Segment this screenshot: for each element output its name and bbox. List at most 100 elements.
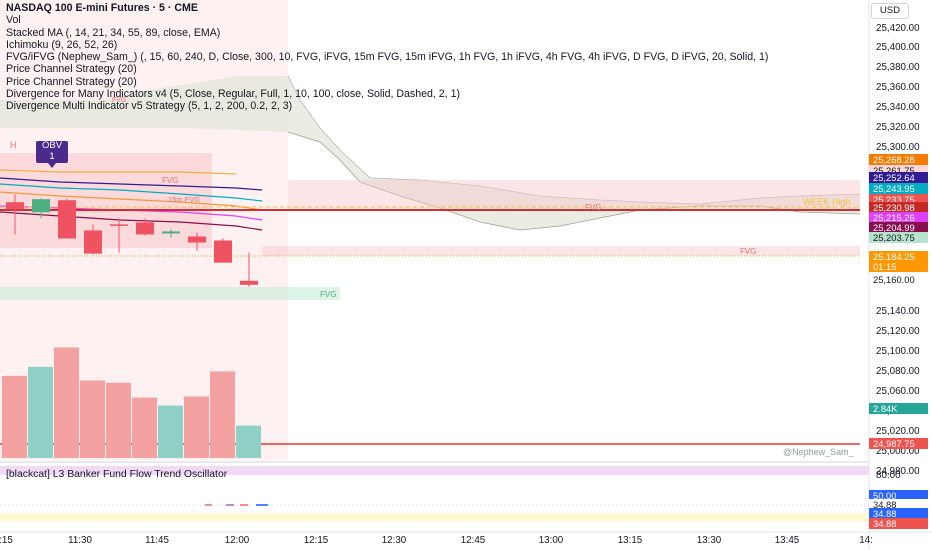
legend-row-divergence-v4[interactable]: Divergence for Many Indicators v4 (5, Cl… — [6, 88, 460, 101]
price-axis-label: 25,420.00 — [876, 23, 920, 34]
ma-21 — [0, 177, 263, 191]
price-tag: 25,203.75 — [869, 232, 928, 243]
ichimoku-span-a — [287, 131, 861, 231]
oscillator-title[interactable]: [blackcat] L3 Banker Fund Flow Trend Osc… — [6, 469, 228, 480]
time-axis-label: 13:45 — [774, 535, 800, 546]
time-axis-label: 14: — [859, 535, 873, 546]
fvg-label-2: FVG — [585, 203, 601, 212]
price-axis-label: 25,060.00 — [876, 386, 920, 397]
price-axis-label: 25,340.00 — [876, 102, 920, 113]
volume-bar — [28, 366, 53, 458]
candle-body[interactable] — [188, 236, 206, 243]
volume-bar — [2, 375, 27, 458]
time-axis-label: 13:15 — [617, 535, 643, 546]
time-axis-label: 12:30 — [381, 535, 407, 546]
price-axis-label: 25,020.00 — [876, 426, 920, 437]
fvg-label-top: FVG — [112, 97, 126, 104]
legend-row-price-channel-1[interactable]: Price Channel Strategy (20) — [6, 63, 137, 76]
ma-ichimoku — [0, 211, 263, 231]
candle-body[interactable] — [162, 231, 180, 234]
candle-body[interactable] — [240, 280, 258, 285]
candle-body[interactable] — [32, 199, 50, 213]
price-tag: 34.88 — [869, 499, 928, 510]
price-tag: 25,204.99 — [869, 222, 928, 233]
price-tag: 25,268.28 — [869, 154, 928, 165]
currency-button[interactable]: USD — [871, 3, 909, 19]
time-axis-label: 13:30 — [696, 535, 722, 546]
oscillator-top-band — [0, 466, 869, 475]
legend-row-divergence-v5[interactable]: Divergence Multi Indicator v5 Strategy (… — [6, 100, 293, 113]
obv-divergence-label: OBV 1 — [36, 140, 68, 168]
price-axis-label: 25,140.00 — [876, 306, 920, 317]
volume-bar — [106, 382, 131, 458]
candle-body[interactable] — [110, 224, 128, 226]
volume-bar — [210, 371, 235, 458]
price-axis-label: 25,100.00 — [876, 346, 920, 357]
price-tag: 34.88 — [869, 508, 928, 519]
price-axis-label: 80.00 — [876, 470, 901, 481]
price-tag: 25,252.64 — [869, 172, 928, 183]
price-tag: 25,160.00 — [869, 274, 928, 285]
fvg-zone-2 — [288, 180, 860, 210]
fvg-label-15m: 15m FVG — [168, 195, 200, 204]
legend-row-fvg[interactable]: FVG/iFVG (Nephew_Sam_) (, 15, 60, 240, D… — [6, 51, 769, 64]
price-tag: 2.84K — [869, 403, 928, 414]
volume-bar — [158, 405, 183, 458]
volume-bar — [184, 396, 209, 458]
volume-bar — [132, 397, 157, 458]
obv-label-line2: 1 — [49, 150, 55, 162]
price-tag: 34.88 — [869, 518, 928, 529]
volume-bars — [2, 347, 261, 458]
price-axis-label: 25,320.00 — [876, 122, 920, 133]
legend-row-vol[interactable]: Vol — [6, 14, 21, 27]
price-tag: 25,215.26 — [869, 212, 928, 223]
fvg-label-1: FVG — [162, 176, 178, 185]
time-axis-label: 11:45 — [145, 535, 169, 546]
price-tag: 25,230.98 — [869, 202, 928, 213]
ichimoku-span-b — [287, 75, 861, 205]
ma-14 — [0, 169, 237, 175]
candle-body[interactable] — [6, 202, 24, 210]
week-high-label: WEEK High — [803, 197, 851, 207]
legend-row-ichimoku[interactable]: Ichimoku (9, 26, 52, 26) — [6, 38, 118, 51]
time-axis-label: 12:00 — [224, 535, 250, 546]
candle-body[interactable] — [84, 230, 102, 254]
price-tag: 50.00 — [869, 490, 928, 501]
candle-body[interactable] — [214, 240, 232, 263]
price-axis-label: 25,120.00 — [876, 326, 920, 337]
volume-bar — [54, 347, 79, 458]
candle-body[interactable] — [58, 200, 76, 239]
price-tag: 01:15 — [869, 261, 928, 272]
legend-row-price-channel-2[interactable]: Price Channel Strategy (20) — [6, 75, 137, 88]
fvg-label-4: FVG — [320, 290, 336, 299]
ichimoku-cloud — [0, 76, 860, 230]
price-axis-label: 25,380.00 — [876, 62, 920, 73]
volume-bar — [80, 380, 105, 458]
price-tag: 25,233.75 — [869, 194, 928, 205]
h-marker: H — [10, 140, 17, 150]
candle-body[interactable] — [136, 222, 154, 235]
chart-legend: NASDAQ 100 E-mini Futures · 5 · CME Vol … — [6, 2, 768, 113]
price-tag: 25,243.95 — [869, 183, 928, 194]
price-tag: 25,184.25 — [869, 251, 928, 262]
price-axis-label: 24,980.00 — [876, 466, 920, 477]
volume-bar — [236, 425, 261, 458]
ma-34 — [0, 183, 263, 202]
price-axis-label: 25,360.00 — [876, 82, 920, 93]
price-axis-label: 25,400.00 — [876, 42, 920, 53]
oscillator-bottom-band — [0, 513, 869, 521]
symbol-title[interactable]: NASDAQ 100 E-mini Futures · 5 · CME — [6, 2, 198, 14]
price-axis-label: 25,080.00 — [876, 366, 920, 377]
legend-row-stacked-ma[interactable]: Stacked MA (, 14, 21, 34, 55, 89, close,… — [6, 26, 221, 39]
fvg-zone-4 — [0, 287, 340, 300]
price-axis-label: 25,000.00 — [876, 446, 920, 457]
price-axis-label: 25,300.00 — [876, 142, 920, 153]
author-watermark: @Nephew_Sam_ — [783, 447, 854, 457]
obv-label-line1: OBV — [41, 140, 63, 151]
candlesticks — [6, 194, 258, 287]
fvg-zone-3 — [262, 246, 860, 256]
time-axis-label: 12:15 — [303, 535, 329, 546]
time-axis-label: 13:00 — [538, 535, 564, 546]
price-tag: 25,261.75 — [869, 165, 928, 176]
